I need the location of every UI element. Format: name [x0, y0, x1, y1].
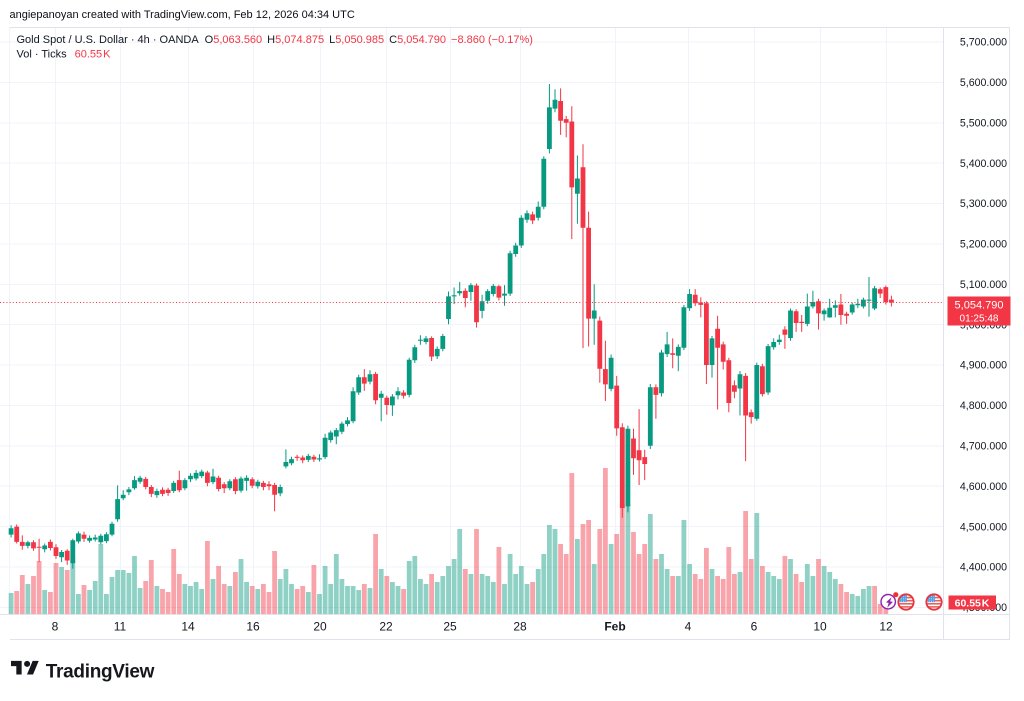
- svg-text:8: 8: [52, 620, 59, 634]
- svg-text:5,500.000: 5,500.000: [960, 118, 1007, 130]
- svg-text:10: 10: [813, 620, 827, 634]
- svg-text:5,600.000: 5,600.000: [960, 77, 1007, 89]
- svg-text:16: 16: [246, 620, 260, 634]
- svg-text:4: 4: [685, 620, 692, 634]
- svg-text:4,600.000: 4,600.000: [960, 481, 1007, 493]
- svg-text:60.55 K: 60.55 K: [955, 597, 990, 609]
- svg-text:5,300.000: 5,300.000: [960, 198, 1007, 210]
- svg-text:4,900.000: 4,900.000: [960, 360, 1007, 372]
- svg-text:4,700.000: 4,700.000: [960, 441, 1007, 453]
- svg-text:5,700.000: 5,700.000: [960, 37, 1007, 49]
- svg-text:5,100.000: 5,100.000: [960, 279, 1007, 291]
- svg-text:11: 11: [114, 620, 127, 634]
- svg-text:TradingView: TradingView: [46, 662, 155, 683]
- svg-text:22: 22: [379, 620, 393, 634]
- svg-text:25: 25: [443, 620, 457, 634]
- svg-text:5,400.000: 5,400.000: [960, 158, 1007, 170]
- svg-text:01:25:48: 01:25:48: [960, 313, 999, 324]
- svg-text:Feb: Feb: [604, 620, 625, 634]
- svg-text:4,800.000: 4,800.000: [960, 400, 1007, 412]
- svg-text:28: 28: [513, 620, 527, 634]
- svg-text:Gold Spot / U.S. Dollar · 4h ·: Gold Spot / U.S. Dollar · 4h · OANDA O5,0…: [17, 34, 533, 46]
- svg-text:20: 20: [313, 620, 327, 634]
- svg-text:12: 12: [879, 620, 893, 634]
- svg-text:4,500.000: 4,500.000: [960, 521, 1007, 533]
- svg-text:6: 6: [751, 620, 758, 634]
- svg-text:5,054.790: 5,054.790: [955, 299, 1004, 311]
- svg-text:4,400.000: 4,400.000: [960, 562, 1007, 574]
- svg-text:14: 14: [181, 620, 195, 634]
- svg-text:5,200.000: 5,200.000: [960, 239, 1007, 251]
- svg-text:angiepanoyan created with Trad: angiepanoyan created with TradingView.co…: [10, 9, 355, 21]
